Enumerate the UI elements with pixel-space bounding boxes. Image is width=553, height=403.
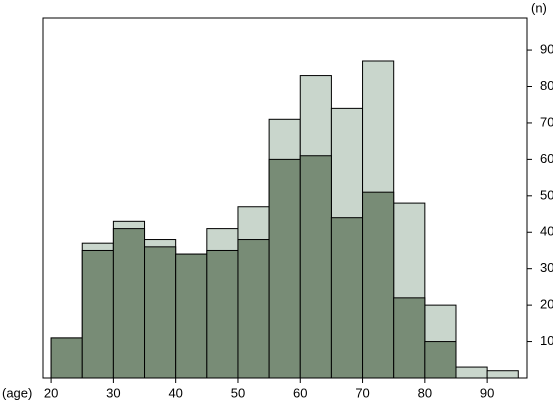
bar: [393, 297, 426, 379]
x-tick-label: 60: [293, 385, 307, 400]
y-tick-label: 80: [540, 78, 553, 93]
x-tick-label: 30: [106, 385, 120, 400]
bar: [424, 341, 457, 379]
x-tick-label: 50: [231, 385, 245, 400]
plot-frame: [42, 17, 528, 379]
y-tick-label: 90: [540, 42, 553, 57]
bar: [175, 253, 208, 379]
bar: [268, 158, 301, 379]
y-tick-label: 20: [540, 297, 553, 312]
bar: [50, 337, 83, 379]
bar: [299, 155, 332, 379]
x-tick-label: 40: [168, 385, 182, 400]
y-tick-label: 10: [540, 333, 553, 348]
bar: [486, 370, 519, 379]
x-tick-label: 80: [418, 385, 432, 400]
y-tick-label: 30: [540, 260, 553, 275]
y-tick-label: 60: [540, 151, 553, 166]
bar: [206, 249, 239, 379]
bar: [237, 239, 270, 379]
y-axis-label: (n): [531, 0, 547, 15]
bar: [112, 228, 146, 379]
x-tick-label: 20: [44, 385, 58, 400]
bar: [81, 249, 114, 379]
bar: [144, 246, 177, 379]
y-tick-label: 70: [540, 114, 553, 129]
x-tick-label: 70: [355, 385, 369, 400]
x-tick-label: 90: [480, 385, 494, 400]
bar: [330, 217, 364, 379]
x-axis-label: (age): [2, 385, 32, 400]
y-tick-label: 50: [540, 187, 553, 202]
y-tick-label: 40: [540, 224, 553, 239]
bar: [362, 191, 395, 379]
bar: [455, 366, 488, 379]
